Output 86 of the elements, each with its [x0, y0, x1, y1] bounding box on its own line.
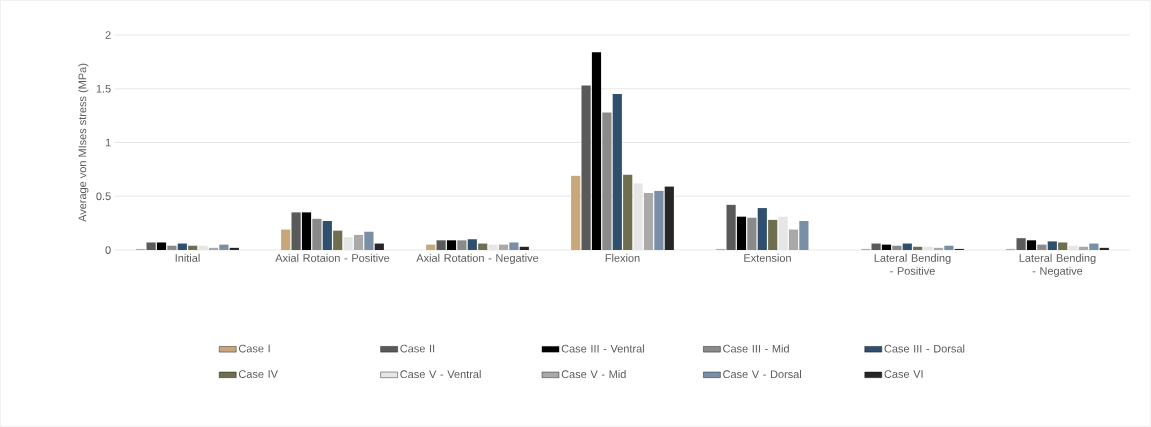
bar	[778, 216, 788, 250]
bar	[301, 212, 312, 250]
bar	[353, 234, 364, 250]
bar	[177, 243, 187, 250]
bar	[146, 242, 156, 250]
bar	[788, 229, 799, 250]
bar	[1078, 246, 1089, 250]
bar	[643, 193, 654, 250]
bar	[1068, 245, 1078, 250]
bar	[757, 208, 767, 250]
bar	[312, 218, 322, 250]
bar	[156, 242, 167, 250]
x-tick-label: Lateral Bending - Negative	[1019, 253, 1096, 278]
bar	[664, 186, 674, 250]
bar	[509, 242, 519, 250]
x-tick-label: Flexion	[605, 253, 640, 262]
bar	[1047, 241, 1057, 250]
y-tick-label: 0	[105, 246, 111, 254]
bar	[374, 243, 384, 250]
bar	[519, 246, 529, 250]
bar	[799, 220, 809, 250]
bar	[343, 237, 353, 250]
y-axis-title: Average von MIses stress (MPa)	[78, 63, 89, 222]
bar	[322, 220, 332, 250]
bar	[1016, 238, 1026, 250]
bar	[944, 245, 954, 250]
bar	[229, 247, 239, 250]
bar	[333, 230, 343, 250]
legend-label: Case IV	[238, 370, 278, 378]
bar	[1089, 243, 1099, 250]
bar	[726, 204, 736, 250]
legend-label: Case III - Mid	[723, 344, 789, 353]
legend-label: Case V - Mid	[561, 370, 626, 379]
y-tick-label: 0.5	[96, 192, 111, 201]
bar	[364, 231, 374, 250]
bar	[933, 247, 944, 250]
bar	[571, 175, 581, 250]
bar	[591, 52, 602, 250]
bar	[736, 216, 747, 250]
legend-label: Case V - Ventral	[400, 370, 481, 379]
x-tick-label: Initial	[175, 253, 200, 262]
legend-label: Case VI	[884, 370, 923, 378]
bar	[612, 94, 622, 250]
bar	[498, 244, 509, 250]
bar	[426, 244, 436, 250]
bar	[1058, 242, 1068, 250]
bar	[633, 183, 643, 250]
legend-label: Case I	[238, 344, 270, 353]
bar	[1037, 244, 1047, 250]
x-tick-label: Axial Rotaion - Positive	[275, 253, 390, 262]
bar	[457, 240, 467, 250]
bar	[208, 247, 219, 250]
bar	[747, 217, 757, 250]
bar	[219, 244, 229, 250]
bar	[1026, 240, 1037, 250]
bar	[436, 240, 446, 250]
x-tick-label: Extension	[744, 253, 791, 262]
bar	[478, 243, 488, 250]
legend-label: Case III - Ventral	[561, 344, 644, 353]
bar	[188, 245, 198, 250]
bar	[881, 244, 892, 250]
bar	[488, 244, 498, 250]
bar	[291, 212, 301, 250]
bar	[467, 239, 477, 250]
bar	[1099, 247, 1109, 250]
bar	[654, 190, 664, 250]
bar	[167, 245, 177, 250]
legend-label: Case II	[400, 344, 435, 353]
bar	[623, 174, 633, 250]
x-tick-label: Axial Rotation - Negative	[416, 253, 539, 265]
y-tick-label: 1	[105, 138, 111, 147]
bar	[602, 112, 612, 250]
bar	[913, 246, 923, 250]
bar	[768, 219, 778, 250]
x-tick-label: Lateral Bending - Positive	[874, 253, 951, 275]
bar	[281, 229, 291, 250]
legend-label: Case III - Dorsal	[884, 344, 965, 353]
bar	[892, 245, 902, 250]
bar	[198, 245, 208, 250]
y-tick-label: 2	[105, 31, 111, 39]
bar	[902, 243, 912, 250]
bar	[871, 243, 881, 250]
bar	[446, 240, 457, 250]
legend-label: Case V - Dorsal	[723, 370, 801, 379]
y-tick-label: 1.5	[96, 84, 111, 93]
bar	[581, 85, 591, 250]
